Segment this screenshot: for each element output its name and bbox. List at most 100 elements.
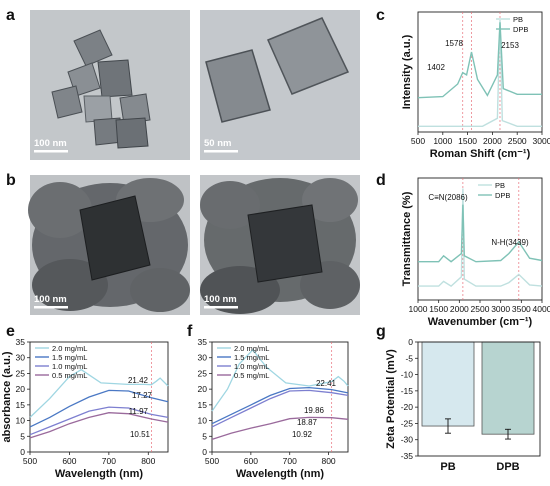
legend-entry: PB: [513, 15, 523, 24]
legend-entry: PB: [495, 181, 505, 190]
x-tick-label: 3500: [512, 304, 531, 314]
y-tick-label: 5: [20, 431, 25, 441]
tem-image-a-right: 50 nm: [200, 10, 360, 160]
y-tick-label: -10: [401, 370, 414, 380]
value-annotation: 11.97: [129, 407, 149, 416]
y-axis-label: Zeta Potential (mV): [385, 349, 397, 449]
panel-label-c: c: [376, 7, 385, 24]
peak-annotation: C≡N(2086): [428, 193, 468, 202]
x-tick-label: 500: [411, 136, 425, 146]
y-tick-label: 20: [198, 384, 208, 394]
tem-image-a-left: 100 nm: [30, 10, 190, 160]
x-tick-label: 2000: [483, 136, 502, 146]
panel-label-d: d: [376, 172, 386, 189]
y-tick-label: 10: [198, 416, 208, 426]
panel-label-e: e: [6, 323, 15, 340]
x-tick-label: 2500: [508, 136, 527, 146]
series-line: [211, 389, 349, 428]
panel-label-b: b: [6, 172, 16, 189]
series-line: [211, 386, 349, 425]
y-tick-label: -30: [401, 435, 414, 445]
scale-bar-label: 100 nm: [204, 294, 237, 305]
absorbance-chart-dpb: 500 600 700 800 0 5 10 15 20 25 30 35 Wavelength (nm…: [198, 337, 349, 480]
x-tick-label: 600: [62, 456, 76, 466]
zeta-potential-chart: PB DPB 0 -5 -10 -15 -20 -25 -30 -35 Zeta Potential…: [385, 337, 541, 473]
peak-annotation: 1402: [427, 63, 445, 72]
scale-bar-label: 100 nm: [34, 294, 67, 305]
legend-entry: DPB: [495, 191, 510, 200]
legend-entry: 1.5 mg/mL: [52, 353, 87, 362]
plot-frame: [211, 341, 349, 453]
y-axis-label: Intensity (a.u.): [401, 34, 413, 109]
y-tick-label: 0: [202, 447, 207, 457]
value-annotation: 17.27: [132, 391, 153, 400]
y-tick-label: 10: [16, 416, 26, 426]
scale-bar-label: 100 nm: [34, 138, 67, 149]
series-line: [29, 412, 169, 439]
category-label: DPB: [496, 461, 519, 473]
y-tick-label: -35: [401, 451, 414, 461]
absorbance-chart-pb: 500 600 700 800 0 5 10 15 20 25 30 35 Wavelength (nm…: [1, 337, 169, 480]
peak-annotation: 2153: [501, 41, 519, 50]
legend-entry: 0.5 mg/mL: [52, 371, 87, 380]
y-tick-label: 25: [198, 368, 208, 378]
y-tick-label: 30: [198, 353, 208, 363]
y-tick-label: -5: [405, 353, 413, 363]
legend-entry: 2.0 mg/mL: [234, 344, 269, 353]
panel-label-a: a: [6, 7, 15, 24]
y-axis-label: Transmittance (%): [401, 191, 413, 286]
series-line-pb: [418, 188, 543, 287]
x-axis-label: Wavelength (nm): [236, 468, 325, 480]
bar-dpb: [481, 341, 535, 435]
plot-frame: [417, 11, 543, 133]
x-tick-label: 2000: [450, 304, 469, 314]
series-line: [29, 368, 169, 418]
category-label: PB: [440, 461, 455, 473]
y-tick-label: 15: [198, 400, 208, 410]
x-axis-label: Wavelength (nm): [55, 468, 144, 480]
x-tick-label: 1500: [458, 136, 477, 146]
y-tick-label: -20: [401, 402, 414, 412]
x-tick-label: 700: [283, 456, 297, 466]
y-tick-label: 0: [20, 447, 25, 457]
series-line-dpb: [417, 22, 542, 99]
tem-image-b-left: 100 nm: [28, 175, 190, 315]
legend-entry: 1.0 mg/mL: [52, 362, 87, 371]
y-tick-label: 20: [16, 384, 26, 394]
y-tick-label: 35: [16, 337, 26, 347]
series-line-pb: [418, 19, 542, 127]
value-annotation: 10.51: [130, 430, 151, 439]
x-tick-label: 500: [23, 456, 37, 466]
x-tick-label: 1000: [433, 136, 452, 146]
x-tick-label: 1500: [429, 304, 448, 314]
x-tick-label: 3000: [491, 304, 510, 314]
peak-annotation: 1578: [445, 39, 463, 48]
y-axis-label: absorbance (a.u.): [1, 351, 13, 442]
scale-bar-label: 50 nm: [204, 138, 231, 149]
bar-pb: [421, 341, 475, 427]
x-tick-label: 500: [205, 456, 219, 466]
y-tick-label: -25: [401, 418, 414, 428]
panel-label-f: f: [187, 323, 193, 340]
x-tick-label: 2500: [471, 304, 490, 314]
y-tick-label: 0: [408, 337, 413, 347]
legend-entry: 2.0 mg/mL: [52, 344, 87, 353]
value-annotation: 22.41: [316, 379, 337, 388]
x-tick-label: 4000: [533, 304, 550, 314]
tem-image-b-right: 100 nm: [200, 175, 360, 315]
legend-entry: 1.5 mg/mL: [234, 353, 269, 362]
x-tick-label: 700: [102, 456, 116, 466]
legend-entry: 0.5 mg/mL: [234, 371, 269, 380]
y-tick-label: 15: [16, 400, 26, 410]
plot-frame: [29, 341, 169, 453]
value-annotation: 18.87: [297, 418, 318, 427]
x-tick-label: 3000: [533, 136, 550, 146]
series-line: [29, 389, 169, 428]
peak-annotation: N-H(3439): [491, 238, 529, 247]
plot-frame: [417, 341, 541, 457]
series-line: [29, 406, 169, 436]
x-tick-label: 1000: [409, 304, 428, 314]
